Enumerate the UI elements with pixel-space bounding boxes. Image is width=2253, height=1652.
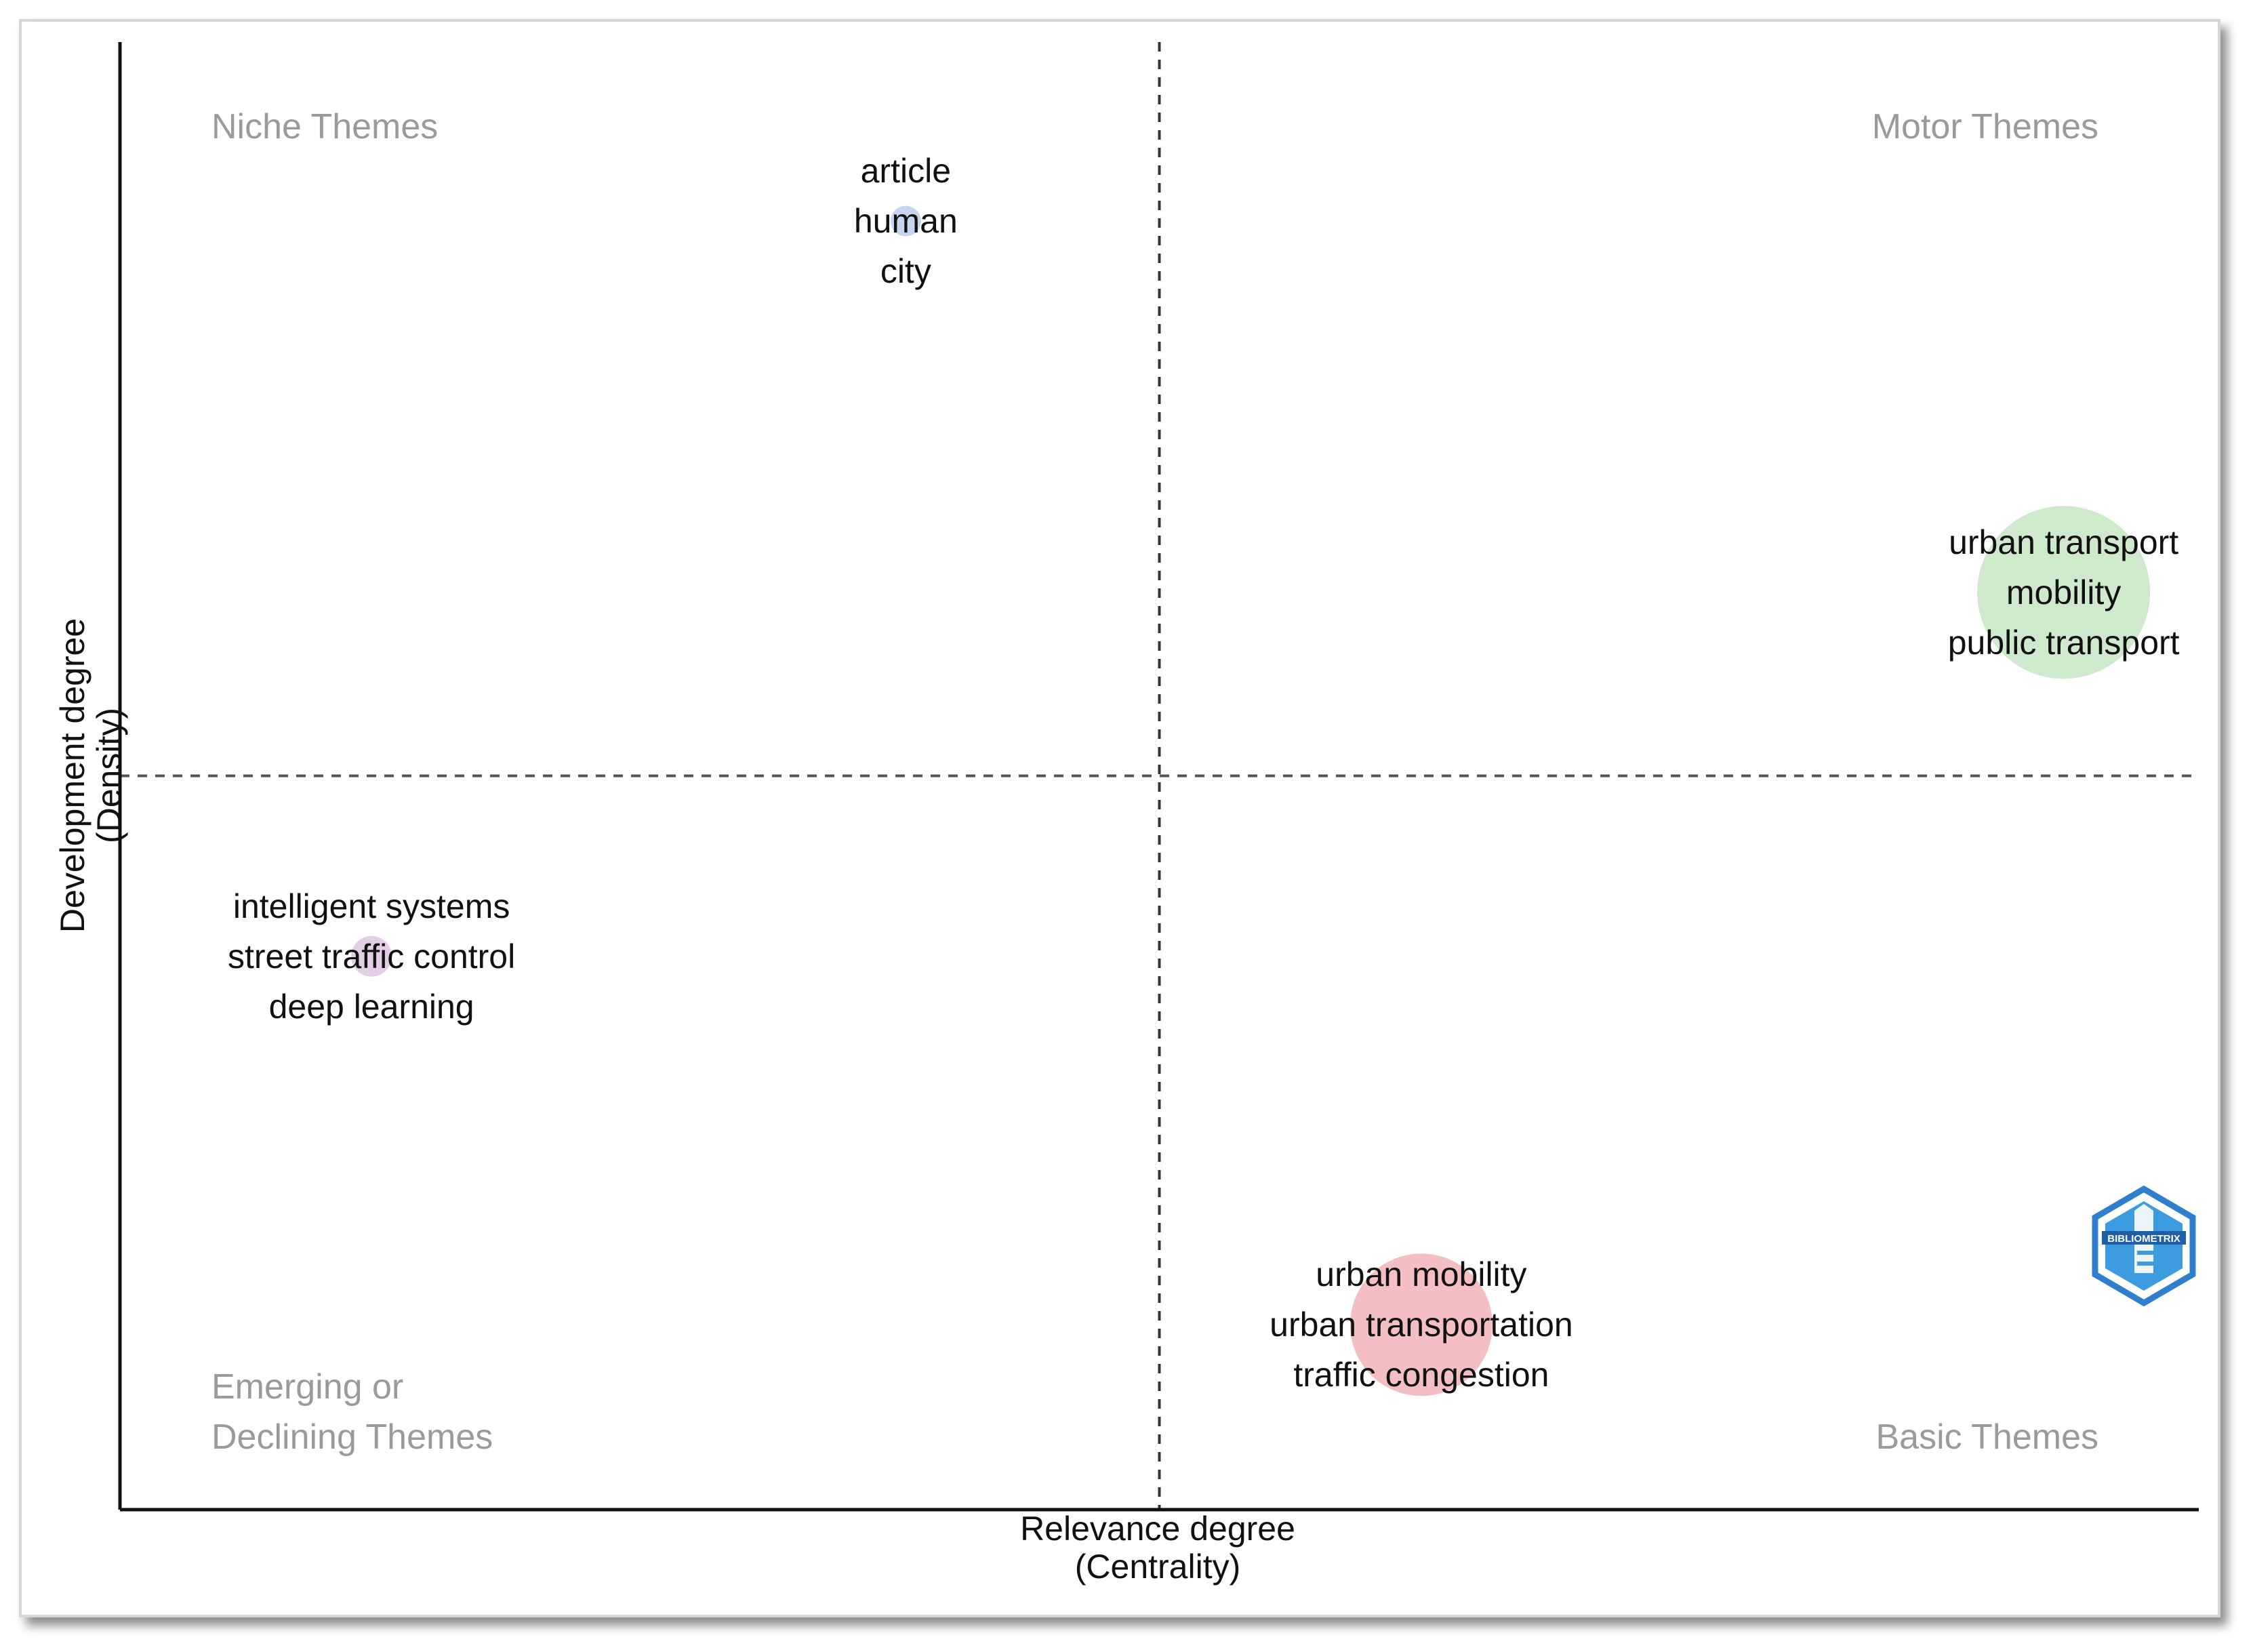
cluster-keyword-c3-0: intelligent systems (233, 887, 510, 925)
cluster-keyword-c4-2: traffic congestion (1293, 1356, 1549, 1394)
cluster-keyword-c2-2: public transport (1948, 624, 2180, 662)
cluster-keyword-c2-0: urban transport (1949, 523, 2178, 561)
cluster-keyword-c4-1: urban transportation (1270, 1306, 1573, 1344)
cluster-keyword-c1-0: article (861, 152, 951, 190)
cluster-keyword-c4-0: urban mobility (1316, 1255, 1526, 1293)
thematic-map-chart: Niche Themes Motor Themes Emerging or De… (54, 42, 2199, 1586)
cluster-keyword-c1-2: city (880, 252, 931, 290)
quadrant-label-basic: Basic Themes (1875, 1417, 2098, 1457)
cluster-bubbles (351, 205, 2151, 1396)
quadrant-label-emerging: Emerging or (211, 1367, 403, 1407)
y-axis-title: Development degree (54, 618, 92, 933)
cluster-bubble-c2 (1977, 506, 2151, 679)
cluster-keyword-c2-1: mobility (2006, 573, 2121, 611)
cluster-bubble-c3 (351, 935, 392, 977)
bibliometrix-logo: BIBLIOMETRIX (2092, 1185, 2196, 1307)
cluster-keyword-c3-1: street traffic control (228, 938, 515, 975)
y-axis-subtitle: (Density) (90, 708, 128, 843)
cluster-keyword-c3-2: deep learning (269, 988, 474, 1026)
quadrant-label-motor: Motor Themes (1872, 107, 2098, 146)
cluster-bubble-c1 (890, 205, 921, 237)
quadrant-label-niche: Niche Themes (211, 107, 438, 146)
logo-text: BIBLIOMETRIX (2107, 1233, 2180, 1245)
cluster-keyword-c1-1: human (854, 202, 958, 240)
logo-banner (2102, 1231, 2186, 1245)
x-axis-subtitle: (Centrality) (1075, 1548, 1240, 1586)
x-axis-title: Relevance degree (1020, 1510, 1295, 1548)
chart-frame: Niche Themes Motor Themes Emerging or De… (19, 19, 2220, 1617)
cluster-labels: article human city urban transport mobility p… (228, 152, 2180, 1394)
quadrant-label-declining: Declining Themes (211, 1417, 493, 1457)
cluster-bubble-c4 (1349, 1253, 1493, 1396)
